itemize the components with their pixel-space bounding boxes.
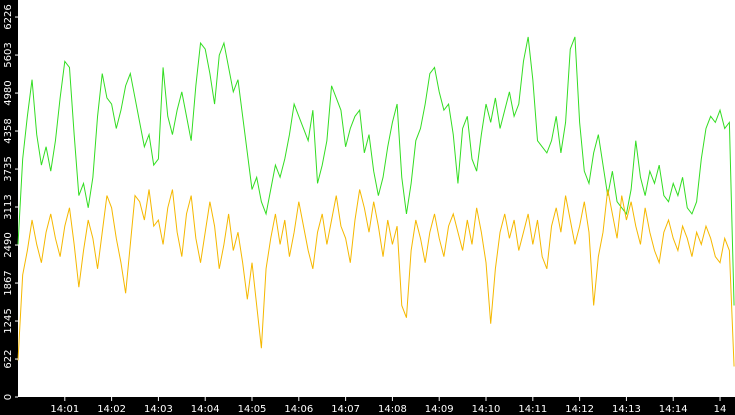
y-axis-strip	[0, 0, 18, 415]
y-tick-label: 5603	[3, 42, 14, 67]
x-tick-label: 14:02	[97, 404, 126, 415]
series-line	[17, 189, 735, 367]
x-axis-strip	[0, 397, 735, 415]
y-tick-label: 4358	[3, 118, 14, 143]
x-tick-label: 14:08	[378, 404, 407, 415]
x-tick-label: 14:10	[472, 404, 501, 415]
x-tick-label: 14:13	[612, 404, 641, 415]
x-tick-label: 14:12	[565, 404, 594, 415]
x-tick-label: 14:14	[659, 404, 688, 415]
y-tick-label: 1867	[3, 270, 14, 295]
y-tick-label: 1245	[3, 308, 14, 333]
y-tick-label: 622	[3, 349, 14, 368]
y-tick-label: 3113	[3, 194, 14, 219]
series-line	[17, 36, 735, 306]
y-tick-label: 3735	[3, 156, 14, 181]
y-tick-label: 6226	[3, 4, 14, 29]
x-tick-label: 14:06	[284, 404, 313, 415]
x-tick-label: 14:07	[331, 404, 360, 415]
y-tick-label: 2490	[3, 232, 14, 257]
x-tick-label: 14:05	[238, 404, 267, 415]
x-tick-label: 14	[714, 404, 727, 415]
x-tick-label: 14:04	[191, 404, 220, 415]
x-tick-label: 14:11	[518, 404, 547, 415]
x-tick-label: 14:01	[50, 404, 79, 415]
x-tick-label: 14:09	[425, 404, 454, 415]
y-tick-label: 4980	[3, 80, 14, 105]
y-tick-label: 0	[3, 394, 14, 400]
x-tick-label: 14:03	[144, 404, 173, 415]
